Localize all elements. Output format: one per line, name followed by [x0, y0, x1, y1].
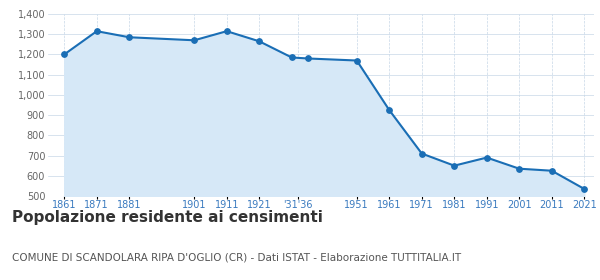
Point [287, 55, 296, 60]
Point [92, 29, 101, 33]
Point [417, 151, 427, 156]
Point [303, 56, 313, 61]
Point [124, 35, 134, 39]
Point [59, 52, 69, 57]
Point [514, 166, 524, 171]
Point [190, 38, 199, 43]
Point [385, 108, 394, 112]
Point [222, 29, 232, 33]
Point [254, 39, 264, 44]
Point [352, 58, 362, 63]
Point [482, 155, 491, 160]
Point [580, 187, 589, 191]
Point [547, 169, 557, 173]
Text: Popolazione residente ai censimenti: Popolazione residente ai censimenti [12, 210, 323, 225]
Text: COMUNE DI SCANDOLARA RIPA D'OGLIO (CR) - Dati ISTAT - Elaborazione TUTTITALIA.IT: COMUNE DI SCANDOLARA RIPA D'OGLIO (CR) -… [12, 252, 461, 262]
Point [449, 164, 459, 168]
